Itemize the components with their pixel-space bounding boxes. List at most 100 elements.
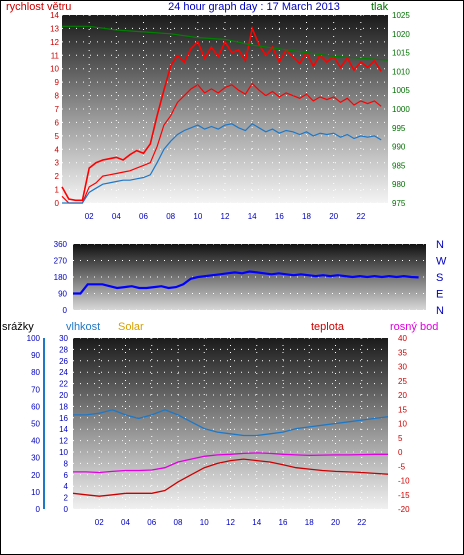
right-tick-label: 1000 [392,105,410,114]
left-tick-label: 7 [55,105,60,114]
direction-tick-label: 180 [54,273,68,282]
x-tick-label: 08 [166,212,175,221]
top-left-label: rychlost větru [6,1,71,13]
humidity-label: vlhkost [66,321,100,333]
left-tick-label: 10 [50,65,59,74]
direction-left-axis: 0 90 180 270 360 [54,240,68,315]
left-tick-label: 13 [50,24,59,33]
x-tick-label: 02 [85,212,94,221]
direction-line [73,270,419,295]
humidity-tick-label: 18 [59,402,68,411]
temperature-tick-label: -20 [398,505,410,514]
right-tick-label: 980 [392,180,406,189]
left-tick-label: 8 [55,92,60,101]
x-tick-label: 06 [139,212,148,221]
wind-line [61,82,382,204]
gust-line [61,25,382,202]
x-tick-label: 20 [331,518,340,527]
temperature-tick-label: 10 [398,420,407,429]
rain-tick-label: 100 [27,334,41,343]
humidity-tick-label: 20 [59,391,68,400]
direction-tick-label: 360 [54,240,68,249]
temperature-tick-label: -10 [398,477,410,486]
x-tick-label: 14 [248,212,257,221]
left-tick-label: 6 [55,118,60,127]
humidity-tick-label: 12 [59,437,68,446]
humidity-tick-label: 6 [64,471,69,480]
rain-tick-label: 0 [36,505,41,514]
humidity-tick-label: 10 [59,448,68,457]
x-tick-label: 16 [275,212,284,221]
rain-tick-label: 20 [31,471,40,480]
left-tick-label: 4 [55,145,60,154]
humidity-tick-label: 4 [64,482,69,491]
x-tick-label: 02 [95,518,104,527]
temperature-tick-label: -15 [398,491,410,500]
x-tick-label: 06 [147,518,156,527]
x-tick-label: 10 [200,518,209,527]
x-tick-label: 22 [356,212,365,221]
humidity-tick-label: 2 [64,494,69,503]
right-tick-label: 1005 [392,86,410,95]
chart-title: 24 hour graph day : 17 March 2013 [168,1,340,13]
dewpoint-label: rosný bod [390,321,438,333]
avg_wind-line [62,123,382,204]
compass-label: N [436,239,444,251]
left-tick-label: 12 [50,38,59,47]
temperature-axis: -20 -15 -10 -5 0 5 10 15 20 25 30 35 40 [398,334,410,514]
solar-label: Solar [118,321,144,333]
left-tick-label: 0 [55,199,60,208]
right-tick-label: 1015 [392,49,410,58]
rain-tick-label: 50 [31,420,40,429]
temperature-line [72,458,389,497]
rain-axis: 0 10 20 30 40 50 60 70 80 90 100 [27,334,41,514]
rain-tick-label: 60 [31,402,40,411]
temperature-tick-label: 15 [398,405,407,414]
rain-tick-label: 90 [31,351,40,360]
direction-tick-label: 0 [63,306,68,315]
temperature-tick-label: 25 [398,377,407,386]
dewpoint-line [73,452,388,474]
compass-label: E [436,289,443,301]
rain-label: srážky [2,321,34,333]
pressure-line [62,25,389,61]
x-tick-label: 18 [302,212,311,221]
x-tick-label: 10 [193,212,202,221]
direction-tick-label: 90 [58,290,67,299]
compass-label: W [436,256,447,268]
temperature-tick-label: -5 [398,462,406,471]
x-tick-label: 04 [112,212,121,221]
top-x-axis: 02 04 06 08 10 12 14 16 18 20 22 [85,212,366,221]
direction-tick-label: 270 [54,257,68,266]
left-tick-label: 1 [55,186,60,195]
top-right-axis: 975 980 985 990 995 1000 1005 1010 1015 1020 1025 [392,11,410,208]
humidity-tick-label: 24 [59,368,68,377]
left-tick-label: 14 [50,11,59,20]
compass-label: S [436,272,443,284]
temperature-tick-label: 0 [398,448,403,457]
humidity-tick-label: 8 [64,459,69,468]
temperature-tick-label: 35 [398,348,407,357]
right-tick-label: 990 [392,143,406,152]
humidity-tick-label: 0 [64,505,69,514]
x-tick-label: 12 [221,212,230,221]
humidity-tick-label: 16 [59,414,68,423]
right-tick-label: 1025 [392,11,410,20]
humidity-tick-label: 28 [59,345,68,354]
x-tick-label: 22 [357,518,366,527]
right-tick-label: 975 [392,199,406,208]
temperature-tick-label: 30 [398,363,407,372]
temperature-tick-label: 20 [398,391,407,400]
rain-tick-label: 70 [31,385,40,394]
bottom-series [72,409,389,497]
direction-series [73,270,419,295]
temperature-label: teplota [311,321,345,333]
x-tick-label: 14 [252,518,261,527]
x-tick-label: 18 [305,518,314,527]
rain-tick-label: 80 [31,368,40,377]
left-tick-label: 3 [55,159,60,168]
compass-label: N [436,305,444,317]
